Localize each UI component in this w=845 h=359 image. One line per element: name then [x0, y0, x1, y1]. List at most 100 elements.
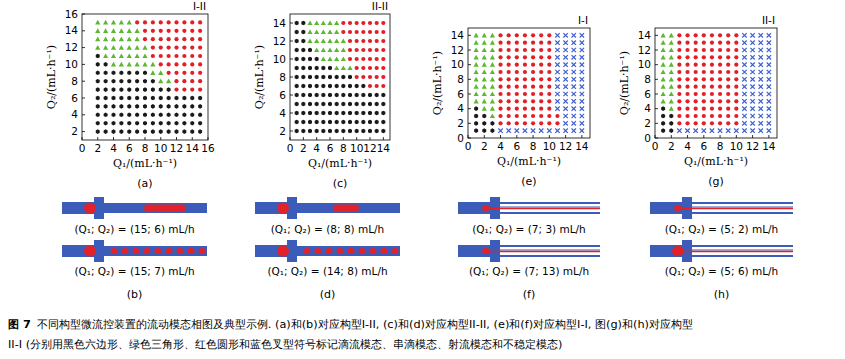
- regime-point: [490, 106, 495, 111]
- regime-point: [563, 99, 567, 103]
- regime-point: [710, 92, 714, 96]
- regime-point: [669, 40, 674, 45]
- regime-point: [523, 41, 527, 45]
- regime-point: [315, 120, 319, 125]
- regime-point: [490, 40, 495, 45]
- droplet: [672, 246, 684, 256]
- regime-point: [490, 91, 495, 96]
- regime-point: [111, 37, 116, 42]
- regime-point: [308, 111, 312, 116]
- regime-point: [198, 37, 202, 41]
- regime-point: [490, 69, 495, 74]
- regime-point: [531, 114, 535, 118]
- regime-point: [742, 62, 746, 66]
- y-tick: [82, 131, 85, 132]
- regime-point: [580, 99, 584, 103]
- y-tick-label: 0: [644, 132, 651, 144]
- regime-point: [334, 56, 339, 61]
- regime-point: [710, 41, 714, 45]
- x-tick: [752, 135, 753, 138]
- regime-point: [547, 85, 551, 89]
- regime-point: [726, 48, 730, 52]
- y-tick-label: 4: [71, 108, 78, 120]
- regime-point: [490, 47, 495, 52]
- regime-point: [308, 129, 312, 134]
- regime-point: [151, 54, 155, 58]
- regime-point: [328, 120, 332, 125]
- regime-point: [321, 129, 325, 134]
- regime-point: [295, 120, 299, 125]
- regime-point: [490, 62, 495, 67]
- y-tick-label: 14: [273, 17, 287, 29]
- regime-point: [167, 129, 171, 134]
- regime-point: [104, 113, 108, 118]
- regime-point: [103, 53, 108, 58]
- regime-point: [506, 128, 510, 132]
- x-tick-label: 8: [717, 140, 724, 152]
- regime-point: [702, 77, 706, 81]
- regime-point: [572, 121, 576, 125]
- regime-point: [474, 77, 479, 82]
- regime-point: [381, 129, 385, 134]
- regime-point: [661, 55, 666, 60]
- y-tick: [655, 138, 658, 139]
- regime-point: [539, 92, 543, 96]
- regime-point: [734, 63, 738, 67]
- regime-point: [95, 28, 100, 33]
- x-tick: [343, 137, 344, 140]
- jet: [486, 251, 600, 252]
- y-tick: [290, 77, 293, 78]
- regime-point: [726, 55, 730, 59]
- regime-point: [702, 128, 706, 132]
- y-tick-label: 16: [65, 8, 79, 20]
- regime-point: [182, 54, 186, 58]
- x-tick-label: 12: [746, 140, 759, 152]
- regime-point: [750, 92, 754, 96]
- regime-point: [750, 99, 754, 103]
- example-label: (Q₁; Q₂) = (14; 8) mL/h: [267, 265, 387, 277]
- regime-point: [96, 121, 100, 126]
- regime-point: [759, 48, 763, 52]
- regime-point: [515, 70, 519, 74]
- regime-point: [507, 92, 511, 96]
- regime-point: [677, 85, 681, 89]
- x-tick-label: 12: [559, 140, 572, 152]
- regime-point: [555, 77, 559, 81]
- regime-point: [135, 62, 140, 67]
- regime-point: [547, 48, 551, 52]
- regime-point: [515, 33, 519, 37]
- x-tick: [316, 137, 317, 140]
- regime-point: [301, 30, 305, 35]
- regime-point: [96, 96, 100, 101]
- y-tick: [468, 50, 471, 51]
- example-label: (Q₁; Q₂) = (5; 6) mL/h: [665, 265, 779, 277]
- regime-point: [361, 93, 365, 98]
- regime-point: [750, 40, 754, 44]
- regime-point: [694, 48, 698, 52]
- regime-point: [710, 85, 714, 89]
- regime-point: [182, 113, 186, 118]
- y-tick-label: 14: [65, 24, 79, 36]
- regime-point: [167, 121, 171, 126]
- regime-point: [580, 62, 584, 66]
- regime-point: [96, 79, 100, 84]
- x-tick: [703, 135, 704, 138]
- regime-point: [685, 99, 689, 103]
- regime-point: [563, 70, 567, 74]
- regime-point: [368, 75, 372, 79]
- regime-point: [507, 63, 511, 67]
- regime-point: [580, 55, 584, 59]
- regime-point: [750, 33, 754, 37]
- regime-point: [198, 71, 202, 75]
- regime-point: [295, 21, 299, 26]
- regime-point: [694, 121, 698, 125]
- regime-point: [301, 21, 305, 26]
- regime-point: [307, 20, 312, 25]
- regime-point: [734, 77, 738, 81]
- regime-point: [348, 129, 352, 134]
- regime-point: [685, 41, 689, 45]
- regime-point: [328, 84, 332, 89]
- regime-point: [669, 69, 674, 74]
- regime-point: [341, 65, 346, 70]
- regime-point: [523, 128, 527, 132]
